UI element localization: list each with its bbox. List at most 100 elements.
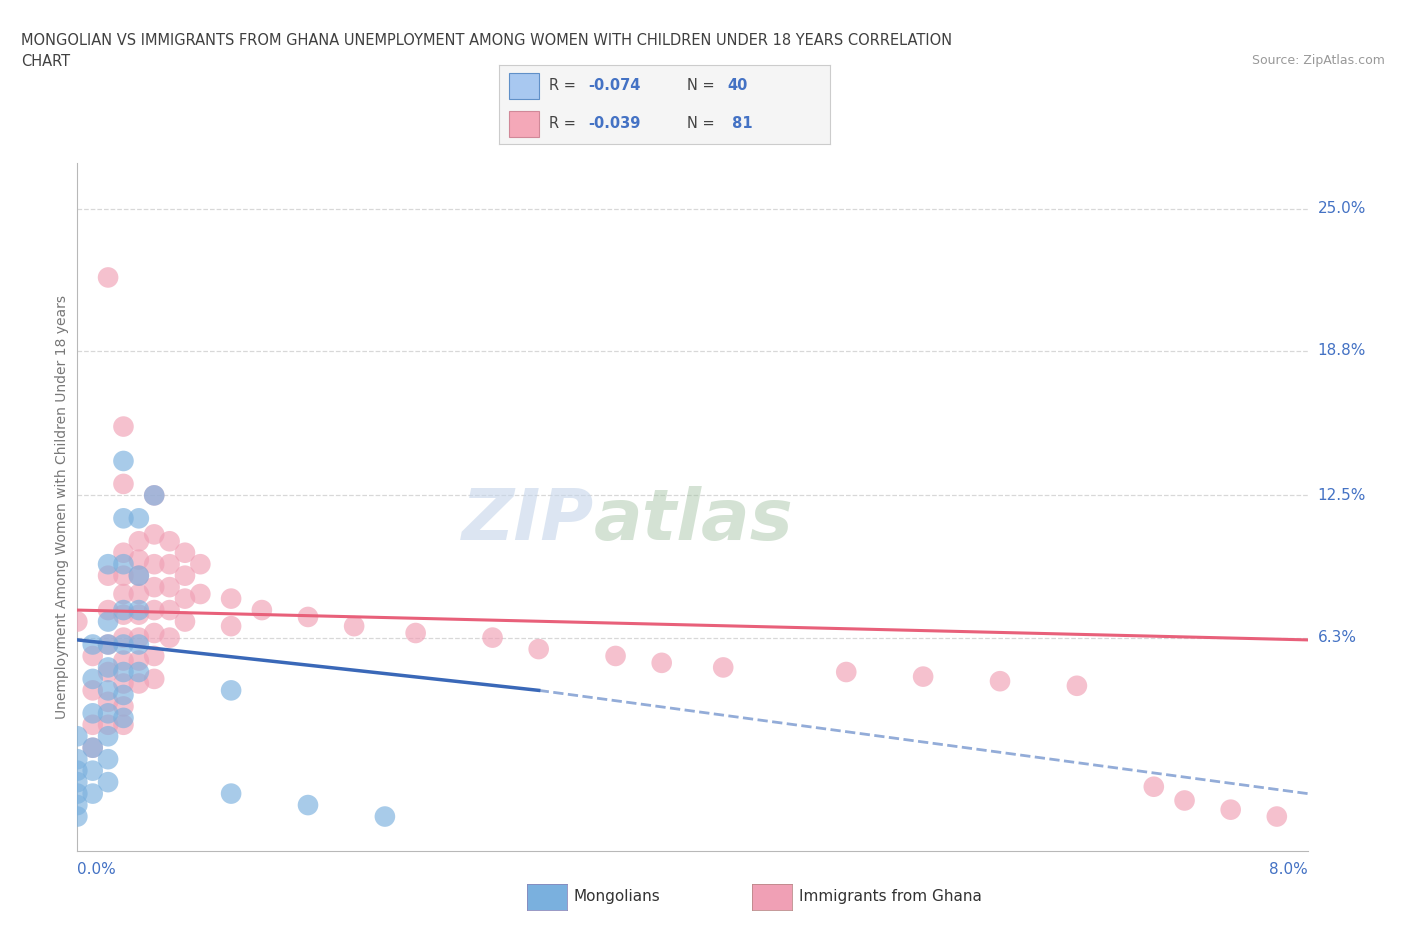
Text: R =: R =	[548, 116, 581, 131]
Text: CHART: CHART	[21, 54, 70, 69]
Point	[143, 648, 166, 663]
Point	[97, 706, 120, 721]
Point	[835, 665, 858, 680]
Point	[82, 648, 104, 663]
Point	[605, 648, 627, 663]
Point	[988, 673, 1011, 688]
Text: Immigrants from Ghana: Immigrants from Ghana	[799, 889, 981, 904]
Point	[143, 527, 166, 542]
Point	[66, 798, 89, 813]
Point	[82, 637, 104, 652]
Point	[527, 642, 550, 657]
Point	[651, 656, 673, 671]
Point	[112, 676, 135, 691]
Point	[343, 618, 366, 633]
Point	[128, 653, 150, 668]
Text: 25.0%: 25.0%	[1317, 201, 1365, 216]
Point	[97, 660, 120, 675]
Point	[112, 511, 135, 525]
Point	[159, 534, 181, 549]
Point	[1265, 809, 1288, 824]
Text: 8.0%: 8.0%	[1268, 862, 1308, 877]
Point	[66, 775, 89, 790]
Point	[112, 607, 135, 622]
Point	[374, 809, 396, 824]
FancyBboxPatch shape	[509, 73, 538, 100]
Point	[97, 665, 120, 680]
Point	[128, 511, 150, 525]
Point	[66, 764, 89, 778]
Point	[82, 740, 104, 755]
Point	[112, 637, 135, 652]
Point	[128, 603, 150, 618]
Point	[97, 751, 120, 766]
Point	[66, 729, 89, 744]
Point	[143, 488, 166, 503]
Point	[143, 603, 166, 618]
Point	[82, 717, 104, 732]
Point	[128, 552, 150, 567]
Point	[112, 665, 135, 680]
Point	[405, 626, 427, 641]
Point	[66, 786, 89, 801]
Point	[97, 568, 120, 583]
Point	[82, 706, 104, 721]
Point	[112, 476, 135, 491]
Point	[66, 751, 89, 766]
Text: Mongolians: Mongolians	[574, 889, 661, 904]
Point	[219, 683, 242, 698]
Point	[128, 568, 150, 583]
Y-axis label: Unemployment Among Women with Children Under 18 years: Unemployment Among Women with Children U…	[55, 295, 69, 719]
Text: 40: 40	[727, 78, 748, 93]
Point	[97, 637, 120, 652]
Point	[128, 637, 150, 652]
Point	[1066, 678, 1088, 693]
Point	[66, 614, 89, 629]
Text: Source: ZipAtlas.com: Source: ZipAtlas.com	[1251, 54, 1385, 67]
Point	[97, 603, 120, 618]
Point	[174, 591, 197, 606]
Point	[112, 568, 135, 583]
Point	[128, 631, 150, 645]
Point	[297, 798, 319, 813]
Point	[112, 717, 135, 732]
Point	[188, 557, 212, 572]
Point	[112, 545, 135, 560]
Point	[188, 587, 212, 602]
Point	[112, 699, 135, 714]
Point	[128, 587, 150, 602]
Point	[112, 587, 135, 602]
Point	[1174, 793, 1197, 808]
Point	[97, 557, 120, 572]
Point	[1143, 779, 1166, 794]
Text: -0.039: -0.039	[588, 116, 641, 131]
Point	[143, 626, 166, 641]
Point	[912, 670, 935, 684]
Point	[82, 786, 104, 801]
Point	[219, 618, 242, 633]
Point	[159, 603, 181, 618]
Point	[143, 579, 166, 594]
Point	[82, 671, 104, 686]
Point	[97, 695, 120, 710]
Point	[112, 603, 135, 618]
Text: ZIP: ZIP	[461, 486, 595, 555]
Point	[174, 568, 197, 583]
Point	[1219, 803, 1241, 817]
Point	[82, 764, 104, 778]
Point	[481, 631, 503, 645]
Point	[97, 270, 120, 285]
FancyBboxPatch shape	[509, 111, 538, 137]
Point	[82, 683, 104, 698]
Point	[112, 557, 135, 572]
Point	[97, 683, 120, 698]
Text: R =: R =	[548, 78, 581, 93]
Point	[159, 557, 181, 572]
Point	[97, 775, 120, 790]
Text: 81: 81	[727, 116, 752, 131]
Text: 0.0%: 0.0%	[77, 862, 117, 877]
Point	[112, 454, 135, 469]
Point	[112, 711, 135, 725]
Point	[159, 579, 181, 594]
Point	[97, 729, 120, 744]
